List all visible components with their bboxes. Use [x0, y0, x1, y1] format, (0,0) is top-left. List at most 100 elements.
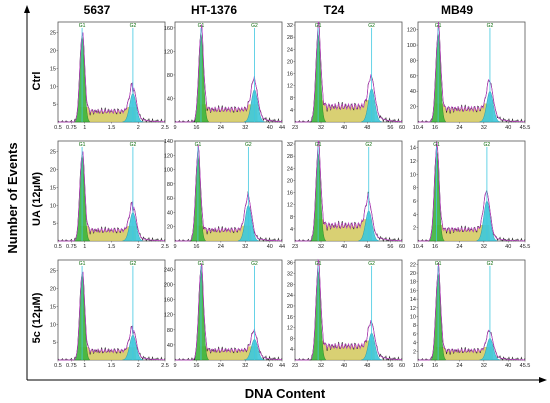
g2-marker-label: G2 [484, 142, 491, 148]
x-tick-label: 24 [456, 244, 462, 250]
y-tick-label: 20 [410, 105, 416, 111]
y-tick-label: 100 [164, 168, 173, 174]
g2-marker-label: G2 [487, 23, 494, 29]
y-tick-label: 20 [410, 271, 416, 277]
y-tick-label: 16 [287, 315, 293, 321]
x-tick-label: 40 [267, 363, 273, 369]
g1-marker-label: G1 [198, 261, 205, 267]
x-tick-label: 16 [432, 363, 438, 369]
x-tick-label: 24 [218, 125, 224, 131]
panel-2: G1 G2 9 16 24 32 40 44 40 80 120 160 [164, 21, 285, 131]
x-tick-label: 56 [387, 244, 393, 250]
s-phase-area [199, 104, 258, 122]
g2-marker-label: G2 [251, 261, 258, 267]
x-tick-label: 40 [505, 125, 511, 131]
x-tick-label: 9 [173, 244, 176, 250]
s-phase-area [316, 100, 375, 122]
g2-marker-label: G2 [365, 142, 372, 148]
s-phase-area [199, 346, 258, 360]
row-header-5c: 5c (12μM) [31, 292, 43, 343]
y-tick-label: 20 [167, 225, 173, 231]
model-fit-line [175, 263, 283, 361]
y-tick-label: 60 [167, 196, 173, 202]
g1-marker-label: G1 [198, 23, 205, 29]
g2-marker-label: G2 [245, 142, 252, 148]
x-tick-label: 24 [456, 125, 462, 131]
model-fit-line [295, 21, 403, 123]
x-tick-label: 40 [341, 244, 347, 250]
y-tick-label: 10 [50, 84, 56, 90]
y-tick-label: 120 [164, 313, 173, 319]
x-tick-label: 56 [387, 363, 393, 369]
y-tick-label: 24 [287, 293, 293, 299]
panel-frame [174, 259, 283, 361]
x-tick-label: 9 [173, 125, 176, 131]
g1-marker-label: G1 [79, 23, 86, 29]
x-tick-label: 2.5 [161, 363, 169, 369]
y-tick-label: 5 [53, 102, 56, 108]
model-fit-line [295, 258, 403, 361]
x-tick-label: 45.5 [520, 125, 531, 131]
x-tick-label: 40 [505, 244, 511, 250]
panel-frame [57, 140, 166, 242]
x-tick-label: 16 [193, 125, 199, 131]
x-tick-label: 45.5 [520, 244, 531, 250]
x-tick-label: 32 [318, 244, 324, 250]
y-tick-label: 80 [167, 328, 173, 334]
y-tick-label: 10 [50, 322, 56, 328]
panel-9: G1 G2 0.5 0.75 1 1.5 2 2.5 5 10 15 20 25 [50, 259, 169, 369]
y-tick-label: 2 [413, 226, 416, 232]
y-tick-label: 32 [287, 23, 293, 29]
x-tick-label: 60 [399, 244, 405, 250]
s-phase-area [80, 107, 137, 122]
x-tick-label: 44 [279, 125, 285, 131]
row-header-ctrl: Ctrl [31, 72, 43, 91]
x-tick-label: 32 [242, 244, 248, 250]
g1-marker-label: G1 [195, 142, 202, 148]
x-tick-label: 16 [193, 363, 199, 369]
y-tick-label: 28 [287, 154, 293, 160]
y-tick-label: 40 [167, 343, 173, 349]
y-tick-label: 20 [287, 59, 293, 65]
x-tick-label: 60 [399, 125, 405, 131]
y-tick-label: 100 [407, 43, 416, 49]
x-tick-label: 1 [83, 363, 86, 369]
g1-marker-label: G1 [315, 261, 322, 267]
x-tick-label: 48 [364, 363, 370, 369]
y-tick-label: 15 [50, 185, 56, 191]
y-tick-label: 20 [50, 168, 56, 174]
y-tick-label: 80 [167, 73, 173, 79]
model-fit-line [418, 263, 526, 361]
x-tick-label: 0.5 [54, 244, 62, 250]
y-tick-label: 120 [407, 28, 416, 34]
y-tick-label: 12 [410, 159, 416, 165]
x-tick-label: 23 [292, 363, 298, 369]
x-tick-label: 32 [481, 125, 487, 131]
s-phase-area [196, 225, 252, 241]
y-tick-label: 24 [287, 47, 293, 53]
x-tick-label: 44 [279, 244, 285, 250]
y-tick-label: 6 [413, 332, 416, 338]
y-tick-label: 18 [410, 280, 416, 286]
y-tick-label: 6 [413, 199, 416, 205]
y-tick-label: 5 [53, 221, 56, 227]
y-tick-label: 12 [287, 203, 293, 209]
panel-frame [174, 140, 283, 242]
g1-marker-label: G1 [79, 261, 86, 267]
y-tick-label: 20 [50, 49, 56, 55]
y-tick-label: 14 [410, 146, 416, 152]
x-tick-label: 23 [292, 125, 298, 131]
model-fit-line [58, 271, 166, 361]
g2-marker-label: G2 [368, 23, 375, 29]
x-tick-label: 0.5 [54, 125, 62, 131]
x-tick-label: 32 [242, 125, 248, 131]
panel-5: G1 G2 0.5 0.75 1 1.5 2 2.5 5 10 15 20 25 [50, 140, 169, 250]
x-tick-label: 40 [505, 363, 511, 369]
y-tick-label: 140 [164, 139, 173, 145]
x-tick-label: 24 [456, 363, 462, 369]
x-tick-label: 2 [137, 244, 140, 250]
